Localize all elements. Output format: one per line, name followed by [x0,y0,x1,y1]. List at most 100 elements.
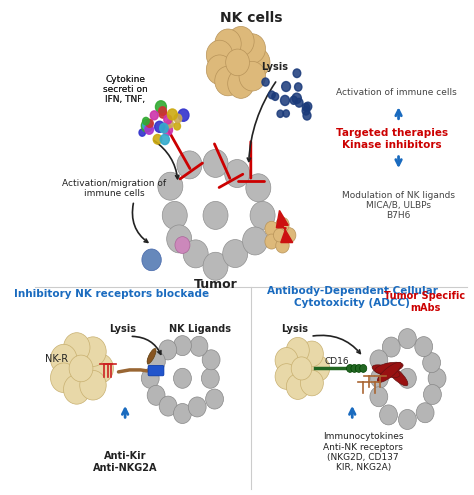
Circle shape [294,83,302,91]
Circle shape [423,385,441,404]
Circle shape [160,123,168,133]
Ellipse shape [147,348,156,364]
Circle shape [164,115,172,124]
Circle shape [302,103,310,111]
Circle shape [159,107,166,115]
Circle shape [142,249,161,271]
Circle shape [160,134,169,145]
Circle shape [416,403,434,423]
Circle shape [175,237,190,253]
Circle shape [203,149,228,177]
Circle shape [226,49,249,76]
Circle shape [356,364,363,372]
Circle shape [145,120,153,129]
Circle shape [155,101,166,113]
Circle shape [399,329,416,348]
Text: Lysis: Lysis [282,324,309,334]
Circle shape [265,234,278,249]
Circle shape [265,221,278,236]
Text: Activation of immune cells: Activation of immune cells [336,88,457,97]
Circle shape [147,385,165,405]
Ellipse shape [377,362,401,382]
Text: Activation/migration of
immune cells: Activation/migration of immune cells [62,179,166,198]
Circle shape [215,66,241,96]
Circle shape [346,364,354,372]
Circle shape [146,119,153,127]
Circle shape [383,337,400,357]
Circle shape [370,387,388,407]
Circle shape [206,40,233,70]
Text: NK cells: NK cells [219,11,282,25]
Circle shape [166,120,173,128]
Circle shape [228,69,254,99]
Circle shape [370,350,388,370]
Circle shape [147,351,165,371]
Circle shape [293,69,301,78]
Text: Inhibitory NK receptors blockade: Inhibitory NK receptors blockade [14,290,210,299]
Circle shape [276,238,289,253]
Circle shape [64,333,90,362]
Circle shape [177,151,202,179]
Circle shape [246,174,271,202]
Circle shape [275,347,298,373]
Circle shape [228,26,254,56]
Text: Antibody-Dependent Cellular
Cytotoxicity (ADCC): Antibody-Dependent Cellular Cytotoxicity… [267,286,438,308]
Circle shape [399,409,416,430]
Circle shape [239,61,265,91]
Text: Cytokine
secreti on
IFN, TNF,: Cytokine secreti on IFN, TNF, [103,75,147,104]
Circle shape [87,353,113,383]
Circle shape [277,110,283,117]
Circle shape [290,96,297,104]
Circle shape [64,375,90,404]
Circle shape [292,93,301,103]
Circle shape [250,201,275,229]
Circle shape [423,352,440,373]
Circle shape [206,55,233,85]
Text: CD16: CD16 [325,356,349,365]
Circle shape [215,29,241,58]
Circle shape [262,78,269,86]
Circle shape [304,102,312,111]
Circle shape [283,228,296,243]
Circle shape [80,370,106,400]
Circle shape [301,341,323,367]
Circle shape [159,109,167,118]
Circle shape [399,368,416,388]
Text: Lysis: Lysis [262,62,289,72]
Text: NK-R: NK-R [45,353,68,363]
Circle shape [428,368,446,388]
Circle shape [351,364,358,372]
Circle shape [159,340,177,360]
Circle shape [159,396,177,416]
Circle shape [303,111,311,120]
Circle shape [188,397,206,417]
Circle shape [69,355,93,382]
Circle shape [268,91,275,99]
Circle shape [295,99,303,107]
Circle shape [225,159,250,188]
Circle shape [360,364,367,372]
Circle shape [203,252,228,280]
Circle shape [80,337,106,366]
Circle shape [301,370,323,396]
Circle shape [283,110,290,117]
Circle shape [174,114,182,123]
Circle shape [286,338,310,363]
Text: Immunocytokines
Anti-NK receptors
(NKG2D, CD137
KIR, NKG2A): Immunocytokines Anti-NK receptors (NKG2D… [323,432,403,472]
Circle shape [162,201,187,229]
Circle shape [174,122,181,130]
Circle shape [141,120,153,132]
Text: NK Ligands: NK Ligands [169,324,231,334]
FancyBboxPatch shape [148,365,164,376]
Text: Tumor: Tumor [194,278,237,291]
Circle shape [163,124,173,136]
Circle shape [275,364,298,390]
Circle shape [243,227,268,255]
Circle shape [173,368,191,388]
Circle shape [206,389,224,409]
Circle shape [371,368,388,388]
Ellipse shape [372,365,400,378]
Circle shape [158,172,183,200]
Circle shape [139,129,146,136]
Circle shape [51,345,77,374]
